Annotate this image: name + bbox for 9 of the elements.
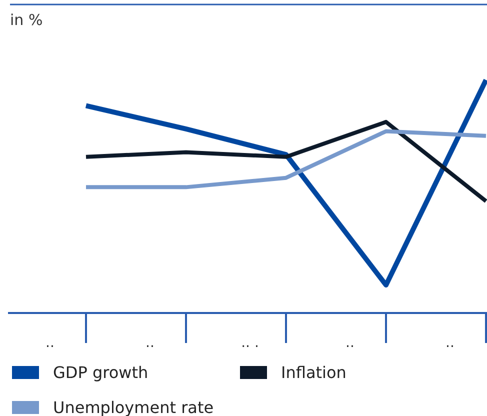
text: ..	[446, 335, 454, 351]
text: .. .	[241, 335, 259, 351]
legend-label: Inflation	[281, 363, 346, 382]
legend-label: GDP growth	[53, 363, 148, 382]
y-axis-title: in %	[10, 11, 43, 29]
legend-label: Unemployment rate	[53, 398, 214, 416]
text: ..	[346, 335, 354, 351]
text: ..	[146, 335, 154, 351]
text: ..	[46, 335, 54, 351]
